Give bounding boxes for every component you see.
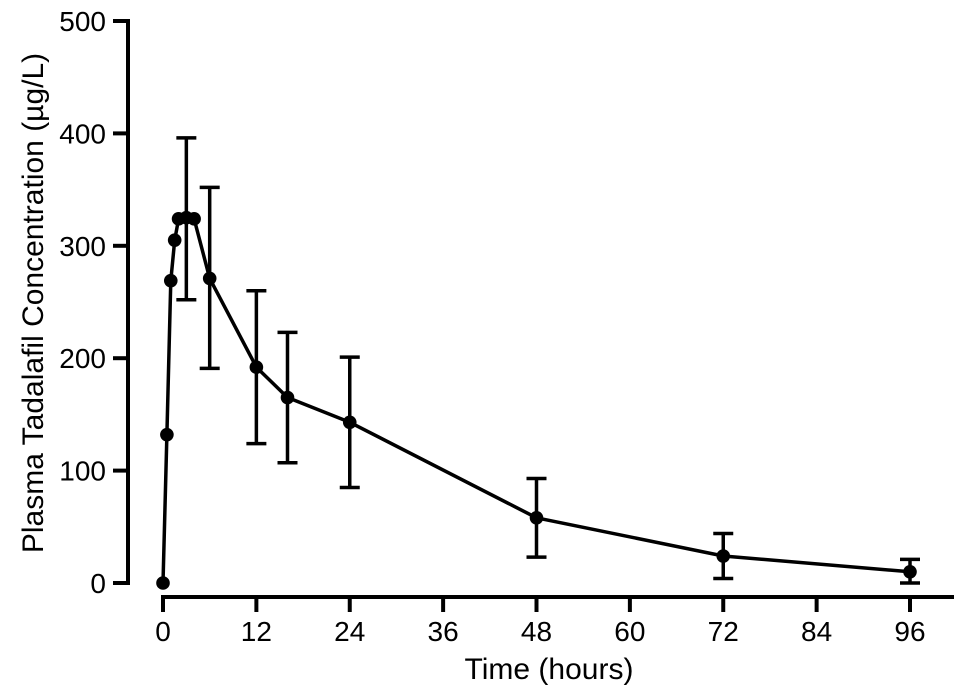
data-point-marker — [903, 564, 917, 579]
y-axis-tick-label: 400 — [59, 118, 106, 149]
y-axis-tick-label: 500 — [59, 6, 106, 37]
data-point-marker — [280, 390, 295, 405]
data-point-marker — [187, 212, 201, 226]
data-series-line — [161, 215, 912, 585]
x-axis-tick-label: 96 — [894, 616, 925, 647]
plot-area: 0 100 200 300 400 500 0 12 24 36 48 60 72 84 96 — [59, 6, 954, 647]
y-axis-tick-label: 200 — [59, 343, 106, 374]
x-axis-tick-label: 48 — [521, 616, 552, 647]
x-axis-tick-label: 72 — [708, 616, 739, 647]
data-point-marker — [156, 576, 170, 590]
x-axis-title: Time (hours) — [465, 653, 634, 686]
x-axis-tick-label: 84 — [801, 616, 832, 647]
data-point-marker — [249, 360, 264, 374]
data-point-marker — [163, 273, 178, 288]
x-axis-tick-label: 12 — [241, 616, 272, 647]
data-point-marker — [342, 415, 357, 430]
data-point-marker — [716, 549, 731, 563]
x-axis-tick-label: 60 — [614, 616, 645, 647]
x-axis-tick-label: 24 — [334, 616, 365, 647]
y-axis-title: Plasma Tadalafil Concentration (µg/L) — [17, 53, 50, 553]
data-point-marker — [167, 233, 182, 247]
data-point-marker — [529, 511, 544, 525]
y-axis-tick-label: 100 — [59, 456, 106, 487]
data-point-marker — [202, 271, 217, 286]
data-point-marker — [160, 427, 174, 442]
y-axis-tick-label: 0 — [90, 568, 106, 599]
y-axis-tick-label: 300 — [59, 231, 106, 262]
x-axis-tick-label: 36 — [428, 616, 459, 647]
x-axis-tick-label: 0 — [155, 616, 171, 647]
